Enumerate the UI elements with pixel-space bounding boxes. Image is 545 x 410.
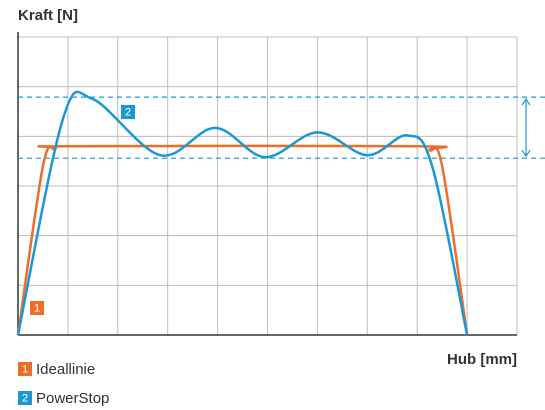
badge-label: 1 [34, 302, 40, 314]
badge [30, 301, 44, 315]
series-line [16, 144, 469, 336]
badge [121, 105, 135, 119]
series-line [16, 90, 469, 336]
x-axis-label: Hub [mm] [447, 351, 517, 368]
badge-label: 2 [22, 392, 28, 404]
badge-label: 1 [22, 363, 28, 375]
badge [18, 391, 32, 405]
chart-title: Kraft [N] [18, 7, 78, 24]
arrow-head [521, 149, 531, 158]
legend-label: PowerStop [36, 390, 109, 407]
legend-label: Ideallinie [36, 361, 95, 378]
badge-label: 2 [125, 106, 131, 118]
arrow-head [521, 98, 531, 106]
badge [18, 362, 32, 376]
